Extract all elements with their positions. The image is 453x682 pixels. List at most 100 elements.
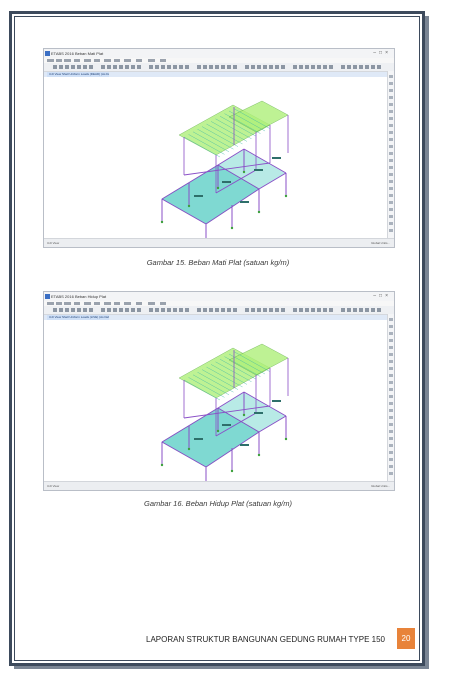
menu-item[interactable]: [74, 302, 80, 305]
toolbar-button[interactable]: [215, 308, 219, 312]
toolbar-button[interactable]: [215, 65, 219, 69]
menu-item[interactable]: [104, 302, 111, 305]
toolbar-button[interactable]: [293, 65, 297, 69]
toolbar-button[interactable]: [161, 308, 165, 312]
toolbar-button[interactable]: [281, 308, 285, 312]
toolbar-button[interactable]: [245, 308, 249, 312]
side-tool-button[interactable]: [389, 402, 393, 405]
side-tool-button[interactable]: [389, 117, 393, 120]
toolbar-button[interactable]: [317, 65, 321, 69]
side-tool-button[interactable]: [389, 180, 393, 183]
toolbar-button[interactable]: [305, 308, 309, 312]
menu-item[interactable]: [64, 302, 71, 305]
side-tool-button[interactable]: [389, 451, 393, 454]
toolbar-button[interactable]: [317, 308, 321, 312]
side-tool-button[interactable]: [389, 75, 393, 78]
toolbar-button[interactable]: [359, 308, 363, 312]
side-tool-button[interactable]: [389, 346, 393, 349]
toolbar-button[interactable]: [125, 65, 129, 69]
toolbar-button[interactable]: [311, 308, 315, 312]
toolbar-button[interactable]: [257, 308, 261, 312]
side-tool-button[interactable]: [389, 430, 393, 433]
model-canvas[interactable]: [44, 320, 387, 482]
toolbar-button[interactable]: [185, 65, 189, 69]
side-tool-button[interactable]: [389, 339, 393, 342]
toolbar-button[interactable]: [353, 65, 357, 69]
toolbar-button[interactable]: [371, 65, 375, 69]
toolbar-button[interactable]: [71, 308, 75, 312]
side-tool-button[interactable]: [389, 465, 393, 468]
close-icon[interactable]: ×: [385, 50, 391, 56]
toolbar-button[interactable]: [197, 308, 201, 312]
toolbar-button[interactable]: [263, 65, 267, 69]
toolbar-button[interactable]: [113, 308, 117, 312]
tab-3d-view[interactable]: 3-D View Shell Uniform Loads (LIVE) (As …: [47, 315, 109, 320]
toolbar-button[interactable]: [155, 65, 159, 69]
side-tool-button[interactable]: [389, 325, 393, 328]
toolbar-button[interactable]: [65, 65, 69, 69]
menu-item[interactable]: [148, 59, 155, 62]
toolbar-button[interactable]: [185, 308, 189, 312]
side-tool-button[interactable]: [389, 229, 393, 232]
toolbar-button[interactable]: [125, 308, 129, 312]
toolbar-button[interactable]: [371, 308, 375, 312]
toolbar-button[interactable]: [281, 65, 285, 69]
toolbar-button[interactable]: [173, 65, 177, 69]
toolbar-button[interactable]: [101, 65, 105, 69]
minimize-icon[interactable]: –: [373, 50, 380, 56]
menu-item[interactable]: [104, 59, 111, 62]
toolbar-button[interactable]: [203, 65, 207, 69]
toolbar-button[interactable]: [77, 65, 81, 69]
toolbar-button[interactable]: [233, 308, 237, 312]
side-tool-button[interactable]: [389, 416, 393, 419]
toolbar-button[interactable]: [347, 65, 351, 69]
toolbar-button[interactable]: [119, 308, 123, 312]
side-tool-button[interactable]: [389, 89, 393, 92]
side-tool-button[interactable]: [389, 222, 393, 225]
toolbar-button[interactable]: [149, 308, 153, 312]
side-tool-button[interactable]: [389, 437, 393, 440]
toolbar-button[interactable]: [353, 308, 357, 312]
toolbar-button[interactable]: [101, 308, 105, 312]
side-tool-button[interactable]: [389, 381, 393, 384]
side-tool-button[interactable]: [389, 138, 393, 141]
side-tool-button[interactable]: [389, 166, 393, 169]
side-tool-button[interactable]: [389, 173, 393, 176]
side-tool-button[interactable]: [389, 374, 393, 377]
side-tool-button[interactable]: [389, 110, 393, 113]
side-tool-button[interactable]: [389, 96, 393, 99]
toolbar-button[interactable]: [221, 308, 225, 312]
side-tool-button[interactable]: [389, 103, 393, 106]
toolbar-button[interactable]: [347, 308, 351, 312]
toolbar-button[interactable]: [197, 65, 201, 69]
toolbar-button[interactable]: [131, 308, 135, 312]
toolbar-button[interactable]: [131, 65, 135, 69]
menu-item[interactable]: [84, 59, 91, 62]
minimize-icon[interactable]: –: [373, 293, 380, 299]
toolbar-button[interactable]: [245, 65, 249, 69]
toolbar-button[interactable]: [155, 308, 159, 312]
menu-item[interactable]: [148, 302, 155, 305]
menu-item[interactable]: [47, 59, 54, 62]
side-tool-button[interactable]: [389, 353, 393, 356]
toolbar-button[interactable]: [89, 308, 93, 312]
side-tool-button[interactable]: [389, 159, 393, 162]
toolbar-button[interactable]: [71, 65, 75, 69]
toolbar-button[interactable]: [269, 308, 273, 312]
toolbar-button[interactable]: [77, 308, 81, 312]
toolbar-button[interactable]: [119, 65, 123, 69]
toolbar-button[interactable]: [137, 308, 141, 312]
toolbar-button[interactable]: [137, 65, 141, 69]
menu-item[interactable]: [160, 302, 166, 305]
side-tool-button[interactable]: [389, 131, 393, 134]
toolbar-button[interactable]: [293, 308, 297, 312]
toolbar-button[interactable]: [275, 308, 279, 312]
side-tool-button[interactable]: [389, 201, 393, 204]
status-units[interactable]: Global Units...: [371, 484, 390, 488]
toolbar-button[interactable]: [227, 65, 231, 69]
maximize-icon[interactable]: □: [379, 293, 386, 299]
menu-item[interactable]: [64, 59, 71, 62]
toolbar-button[interactable]: [149, 65, 153, 69]
side-tool-button[interactable]: [389, 194, 393, 197]
toolbar-button[interactable]: [251, 308, 255, 312]
